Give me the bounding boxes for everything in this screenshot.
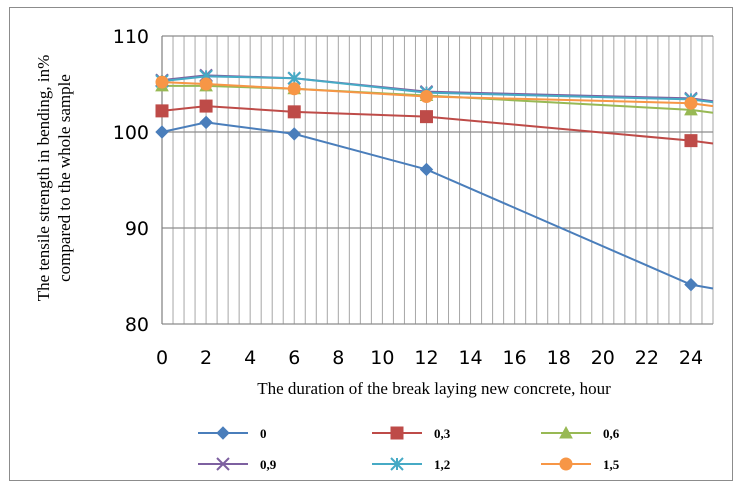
x-tick-label: 24 bbox=[679, 347, 703, 369]
legend: 0 0,3 0,6 0,9 1,2 1,5 bbox=[198, 425, 620, 472]
marker-triangle bbox=[559, 425, 573, 439]
legend-label: 0 bbox=[260, 426, 267, 441]
y-axis-title-line-2: compared to the whole sample bbox=[55, 74, 74, 282]
x-tick-label: 2 bbox=[200, 347, 212, 369]
marker-diamond bbox=[684, 277, 698, 292]
marker-square bbox=[155, 104, 169, 118]
grid bbox=[161, 35, 714, 325]
x-tick-label: 16 bbox=[503, 347, 527, 369]
marker-diamond bbox=[199, 115, 213, 130]
marker-square bbox=[684, 134, 698, 148]
marker-diamond bbox=[155, 125, 169, 139]
x-axis-title: The duration of the break laying new con… bbox=[257, 379, 611, 398]
marker-circle bbox=[419, 89, 433, 103]
x-tick-label: 0 bbox=[156, 347, 168, 369]
y-tick-label: 100 bbox=[113, 122, 149, 144]
legend-label: 0,9 bbox=[260, 457, 277, 472]
series-0-3 bbox=[155, 99, 714, 148]
x-tick-label: 22 bbox=[635, 347, 659, 369]
marker-square bbox=[419, 110, 433, 124]
legend-item: 0,9 bbox=[198, 457, 277, 472]
y-tick-label: 80 bbox=[125, 314, 149, 336]
y-tick-label: 110 bbox=[113, 26, 149, 48]
series-1-5 bbox=[155, 75, 714, 110]
x-tick-label: 14 bbox=[458, 347, 482, 369]
legend-label: 1,2 bbox=[434, 457, 450, 472]
marker-x bbox=[216, 457, 230, 471]
marker-diamond bbox=[216, 426, 230, 440]
x-tick-label: 12 bbox=[414, 347, 438, 369]
marker-square bbox=[199, 99, 213, 113]
series-0 bbox=[155, 115, 714, 292]
legend-label: 0,3 bbox=[434, 426, 451, 441]
x-tick-label: 10 bbox=[370, 347, 394, 369]
legend-label: 1,5 bbox=[603, 457, 620, 472]
marker-star bbox=[287, 71, 301, 85]
y-tick-label: 90 bbox=[125, 218, 149, 240]
marker-diamond bbox=[287, 127, 301, 141]
legend-item: 1,5 bbox=[541, 457, 620, 472]
marker-square bbox=[390, 426, 404, 440]
legend-label: 0,6 bbox=[603, 426, 620, 441]
x-tick-label: 20 bbox=[591, 347, 615, 369]
marker-star bbox=[390, 457, 404, 471]
legend-item: 0,6 bbox=[541, 425, 620, 441]
y-axis-title-line-1: The tensile strength in bending, in% bbox=[34, 55, 53, 301]
marker-circle bbox=[155, 75, 169, 89]
marker-square bbox=[287, 105, 301, 119]
series-layer bbox=[155, 68, 714, 292]
marker-circle bbox=[287, 82, 301, 96]
x-tick-label: 6 bbox=[288, 347, 300, 369]
marker-diamond bbox=[419, 162, 434, 177]
marker-circle bbox=[559, 457, 573, 471]
legend-item: 0 bbox=[198, 426, 267, 441]
x-tick-label: 8 bbox=[332, 347, 344, 369]
marker-circle bbox=[199, 77, 213, 91]
x-tick-label: 18 bbox=[547, 347, 571, 369]
legend-item: 1,2 bbox=[372, 457, 450, 472]
legend-item: 0,3 bbox=[372, 426, 451, 441]
x-tick-label: 4 bbox=[244, 347, 256, 369]
marker-circle bbox=[684, 96, 698, 110]
